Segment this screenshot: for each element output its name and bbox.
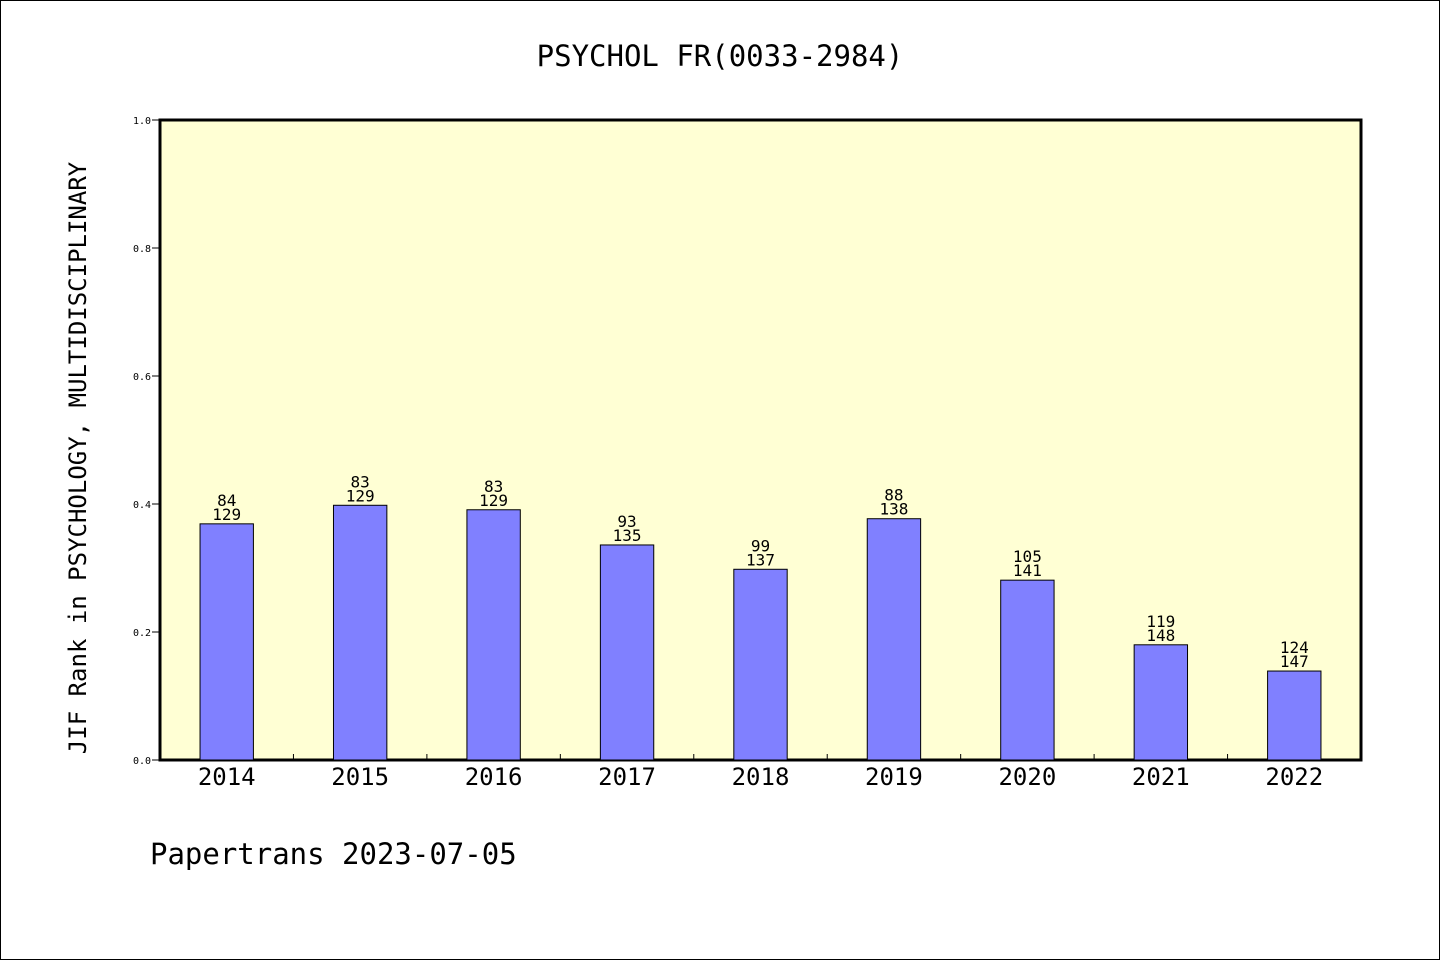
bar-2019 xyxy=(866,518,922,761)
total-label: 135 xyxy=(613,526,642,545)
x-tick-label: 2019 xyxy=(865,763,923,791)
rank-label: 88 xyxy=(884,486,903,505)
total-label: 138 xyxy=(879,500,908,519)
bar-2018 xyxy=(733,568,788,761)
x-tick-label: 2018 xyxy=(732,763,790,791)
total-label: 141 xyxy=(1013,561,1042,580)
x-tick-label: 2015 xyxy=(331,763,389,791)
total-label: 129 xyxy=(479,491,508,510)
y-tick-label: 0.6 xyxy=(133,372,151,383)
x-tick-label: 2021 xyxy=(1132,763,1190,791)
rank-label: 105 xyxy=(1013,547,1042,566)
bar-2014 xyxy=(199,523,254,761)
total-label: 129 xyxy=(346,486,375,505)
bar-2017 xyxy=(599,544,655,761)
x-tick-label: 2017 xyxy=(598,763,656,791)
total-label: 129 xyxy=(212,505,241,524)
rank-label: 99 xyxy=(751,536,770,555)
rank-label: 83 xyxy=(351,472,370,491)
total-label: 137 xyxy=(746,550,775,569)
rank-label: 93 xyxy=(617,512,636,531)
y-tick-label: 0.8 xyxy=(133,244,151,255)
y-tick-label: 0.4 xyxy=(133,500,151,511)
rank-label: 124 xyxy=(1280,638,1309,657)
total-label: 148 xyxy=(1146,626,1175,645)
y-tick-label: 1.0 xyxy=(133,116,151,127)
y-tick-label: 0.0 xyxy=(133,756,151,767)
total-label: 147 xyxy=(1280,652,1309,671)
bar-2021 xyxy=(1133,644,1189,761)
rank-label: 84 xyxy=(217,491,236,510)
y-axis-label: JIF Rank in PSYCHOLOGY, MULTIDISCIPLINAR… xyxy=(64,161,92,754)
footer-text: Papertrans 2023-07-05 xyxy=(150,837,517,871)
chart-title: PSYCHOL FR(0033-2984) xyxy=(537,39,904,73)
bar-2022 xyxy=(1267,670,1322,761)
bar-2016 xyxy=(466,509,521,761)
x-tick-label: 2014 xyxy=(198,763,256,791)
bar-2020 xyxy=(1000,579,1055,761)
rank-label: 119 xyxy=(1146,612,1175,631)
y-tick-label: 0.2 xyxy=(133,628,151,639)
x-tick-label: 2022 xyxy=(1265,763,1323,791)
x-tick-label: 2020 xyxy=(998,763,1056,791)
x-tick-label: 2016 xyxy=(465,763,523,791)
bar-2015 xyxy=(332,504,388,761)
rank-label: 83 xyxy=(484,477,503,496)
